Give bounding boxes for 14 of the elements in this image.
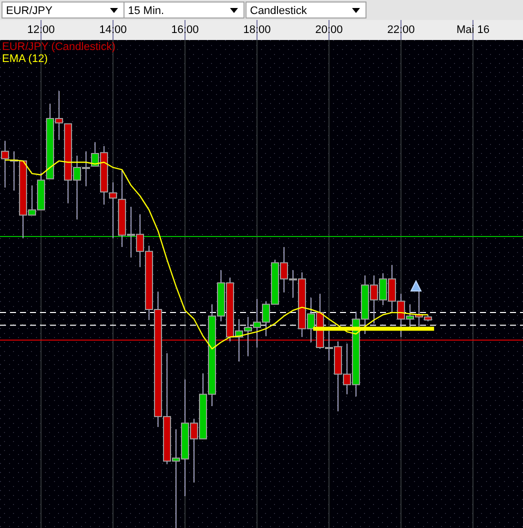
candlestick (109, 182, 118, 239)
text: 15 Min. (128, 5, 164, 17)
x-tick-label: 18:00 (243, 24, 271, 36)
x-tick-label: 22:00 (387, 24, 415, 36)
x-tick-label: 12:00 (27, 24, 55, 36)
text: Candlestick (250, 5, 308, 17)
x-tick-label: 16:00 (171, 24, 199, 36)
x-tick-label: 20:00 (315, 24, 343, 36)
candlestick (1, 140, 10, 188)
x-tick-label: 14:00 (99, 24, 127, 36)
x-tick-label: Mai 16 (456, 24, 490, 36)
text: EMA (12) (2, 53, 48, 65)
text: EUR/JPY (6, 5, 54, 17)
text: EUR/JPY (Candlestick) (2, 41, 116, 53)
